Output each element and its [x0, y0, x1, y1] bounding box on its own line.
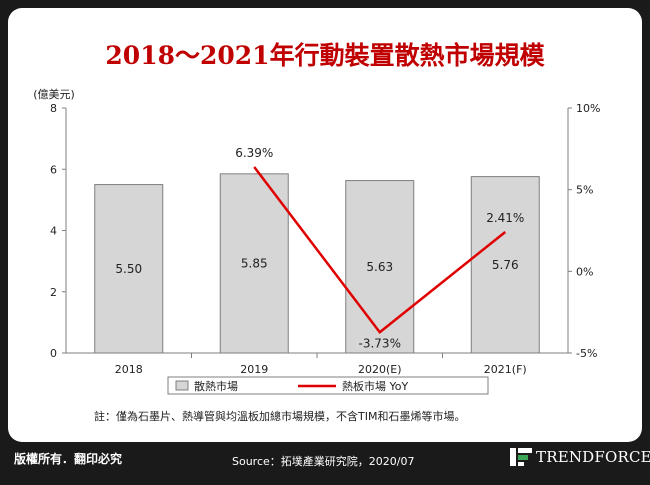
left-tick-label: 2	[50, 286, 57, 299]
legend-bar-swatch	[175, 380, 189, 391]
data-labels: 5.50 5.85 5.63 5.76 6.39% -3.73% 2.41%	[115, 146, 524, 350]
bar	[94, 184, 164, 354]
chart-area: 0 2 4 6 8(億美元) -5% 0% 5% 10% 2018 2019 2020(E) 2021(…	[33, 88, 600, 395]
rights-notice: 版權所有．翻印必究	[14, 452, 123, 466]
bar-value-label: 5.50	[115, 262, 142, 276]
line-value-label: 6.39%	[235, 146, 273, 160]
x-tick-label: 2021(F)	[484, 363, 527, 376]
left-tick-label: 6	[50, 163, 57, 176]
right-tick-label: 0%	[576, 265, 593, 278]
bar	[345, 180, 415, 354]
source-text: Source：拓墣產業研究院，2020/07	[232, 455, 415, 468]
left-axis-unit: (億美元)	[33, 88, 75, 101]
trendforce-logo-icon	[510, 448, 532, 466]
chart-legend: 散熱市場 熱板市場 YoY	[167, 376, 489, 395]
brand-logo-block: TRENDFORCE	[510, 446, 650, 468]
legend-line-label: 熱板市場 YoY	[342, 379, 408, 393]
legend-bar-label: 散熱市場	[194, 379, 238, 393]
x-tick-label: 2018	[115, 363, 143, 376]
bar	[470, 176, 540, 354]
bar-value-label: 5.63	[366, 260, 393, 274]
chart-card: 2018～2021年行動裝置散熱市場規模 0 2 4 6 8 (億美元) -5% 0% 5% 10…	[8, 8, 642, 442]
left-tick-label: 8	[50, 102, 57, 115]
line-series	[253, 166, 507, 335]
bar-series	[94, 173, 540, 354]
line-value-label: 2.41%	[486, 211, 524, 225]
bar	[219, 173, 289, 354]
x-tick-label: 2019	[240, 363, 268, 376]
bar-value-label: 5.85	[241, 256, 268, 270]
right-tick-label: -5%	[576, 347, 597, 360]
chart-title: 2018～2021年行動裝置散熱市場規模	[105, 41, 545, 70]
left-tick-label: 4	[50, 225, 57, 238]
footnote: 註：僅為石墨片、熱導管與均溫板加總市場規模，不含TIM和石墨烯等市場。	[94, 410, 466, 423]
left-tick-label: 0	[50, 347, 57, 360]
brand-name: TRENDFORCE	[536, 448, 650, 466]
right-tick-label: 10%	[576, 102, 600, 115]
bar-value-label: 5.76	[492, 258, 519, 272]
right-tick-label: 5%	[576, 184, 593, 197]
yoy-line	[253, 166, 507, 335]
x-tick-label: 2020(E)	[358, 363, 402, 376]
line-value-label: -3.73%	[359, 336, 401, 350]
